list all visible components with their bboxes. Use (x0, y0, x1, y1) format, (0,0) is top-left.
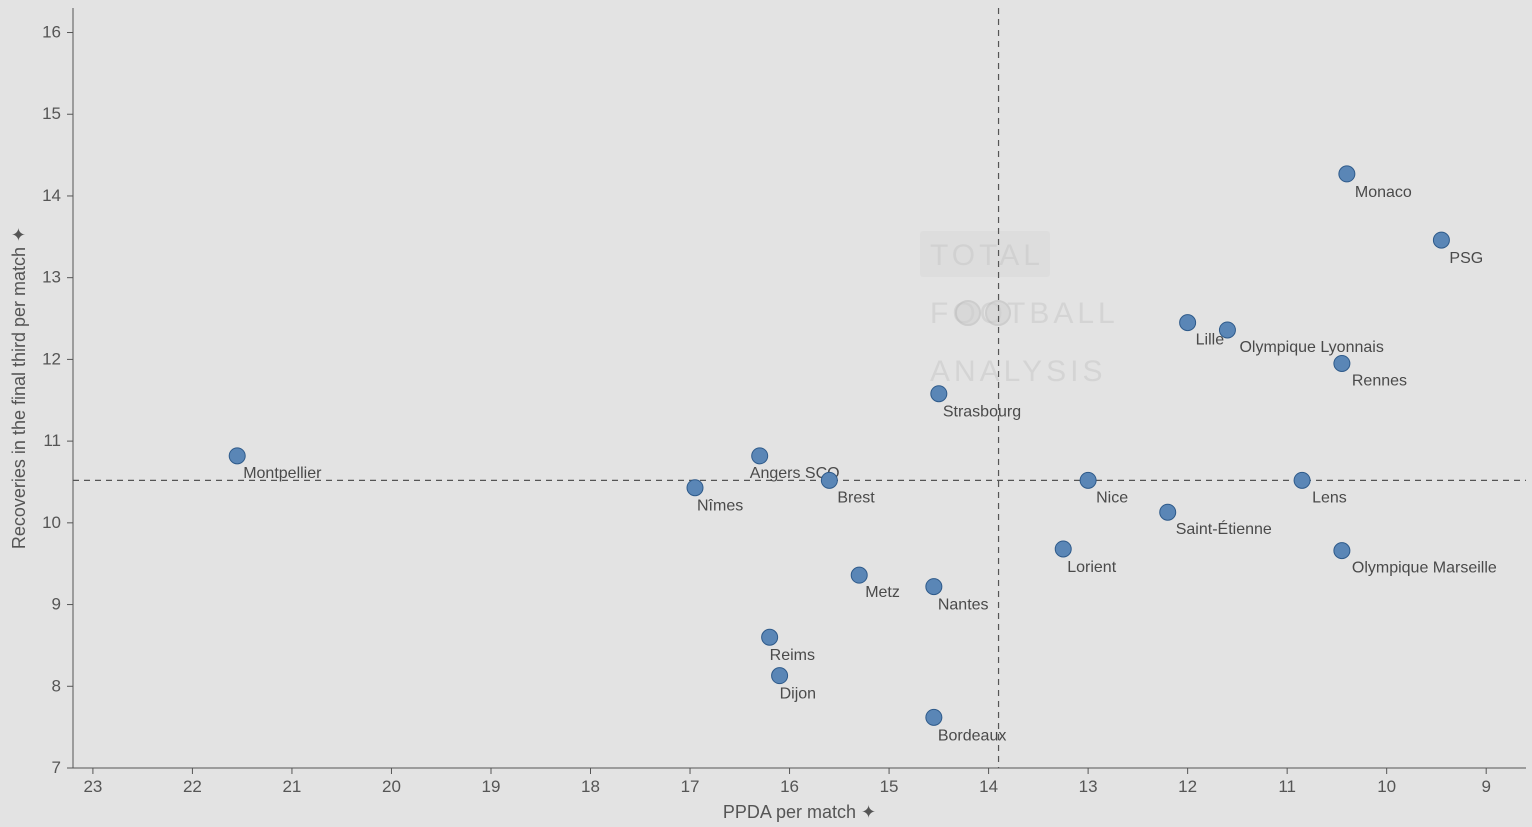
point-label: Nîmes (697, 498, 743, 515)
marker (851, 567, 867, 583)
point-label: Olympique Marseille (1352, 560, 1497, 577)
data-point: PSG (1433, 232, 1483, 267)
x-tick-label: 10 (1377, 777, 1396, 796)
x-tick-label: 14 (979, 777, 998, 796)
point-label: Nice (1096, 489, 1128, 506)
point-label: Dijon (780, 686, 816, 703)
data-point: Lorient (1055, 541, 1116, 576)
data-point: Brest (821, 472, 875, 506)
data-point: Nantes (926, 579, 989, 614)
y-tick-label: 15 (42, 104, 61, 123)
marker (229, 448, 245, 464)
point-label: Olympique Lyonnais (1239, 339, 1383, 356)
data-point: Monaco (1339, 166, 1412, 201)
data-point: Lens (1294, 472, 1347, 506)
data-point: Dijon (772, 668, 816, 703)
data-point: Strasbourg (931, 386, 1021, 421)
point-label: Nantes (938, 597, 989, 614)
point-label: Lille (1196, 332, 1225, 349)
watermark-line: ANALYSIS (930, 355, 1107, 388)
point-label: Lens (1312, 489, 1347, 506)
point-label: Metz (865, 584, 900, 601)
marker (1055, 541, 1071, 557)
data-point: Olympique Lyonnais (1219, 322, 1383, 356)
y-tick-label: 7 (52, 758, 61, 777)
data-point: Montpellier (229, 448, 322, 482)
marker (1160, 504, 1176, 520)
point-label: Strasbourg (943, 404, 1021, 421)
point-label: Brest (837, 489, 875, 506)
marker (772, 668, 788, 684)
marker (1219, 322, 1235, 338)
marker (752, 448, 768, 464)
marker (931, 386, 947, 402)
data-point: Lille (1180, 315, 1225, 349)
point-label: Monaco (1355, 184, 1412, 201)
data-point: Nîmes (687, 480, 743, 515)
data-point: Nice (1080, 472, 1128, 506)
x-tick-label: 13 (1079, 777, 1098, 796)
marker (1339, 166, 1355, 182)
y-tick-label: 10 (42, 513, 61, 532)
data-point: Bordeaux (926, 709, 1007, 744)
data-point: Saint-Étienne (1160, 504, 1272, 538)
x-tick-label: 17 (681, 777, 700, 796)
marker (1080, 472, 1096, 488)
point-label: Reims (770, 647, 815, 664)
x-tick-label: 23 (83, 777, 102, 796)
y-tick-label: 16 (42, 23, 61, 42)
x-tick-label: 15 (880, 777, 899, 796)
marker (1433, 232, 1449, 248)
marker (821, 472, 837, 488)
y-tick-label: 9 (52, 595, 61, 614)
y-tick-label: 14 (42, 186, 61, 205)
marker (1294, 472, 1310, 488)
x-tick-label: 9 (1481, 777, 1490, 796)
point-label: Lorient (1067, 559, 1116, 576)
x-tick-label: 21 (282, 777, 301, 796)
y-tick-label: 12 (42, 349, 61, 368)
data-point: Olympique Marseille (1334, 543, 1497, 577)
marker (687, 480, 703, 496)
data-point: Metz (851, 567, 900, 601)
marker (1334, 355, 1350, 371)
point-label: Bordeaux (938, 727, 1007, 744)
point-label: Rennes (1352, 372, 1407, 389)
data-point: Reims (762, 629, 815, 664)
y-tick-label: 8 (52, 676, 61, 695)
point-label: Montpellier (243, 465, 322, 482)
watermark: TOTALFOOTBALLANALYSIS (920, 231, 1119, 388)
y-axis-title: Recoveries in the final third per match … (9, 227, 29, 549)
x-axis-title: PPDA per match ✦ (723, 802, 876, 822)
marker (762, 629, 778, 645)
data-point: Rennes (1334, 355, 1407, 389)
x-tick-label: 20 (382, 777, 401, 796)
marker (1180, 315, 1196, 331)
x-tick-label: 12 (1178, 777, 1197, 796)
x-tick-label: 19 (482, 777, 501, 796)
watermark-line: TOTAL (930, 239, 1044, 272)
point-label: Saint-Étienne (1176, 519, 1272, 538)
marker (926, 579, 942, 595)
y-tick-label: 13 (42, 268, 61, 287)
marker (1334, 543, 1350, 559)
y-tick-label: 11 (43, 431, 61, 450)
point-label: PSG (1449, 250, 1483, 267)
x-tick-label: 11 (1278, 777, 1296, 796)
x-tick-label: 16 (780, 777, 799, 796)
x-tick-label: 22 (183, 777, 202, 796)
scatter-chart: TOTALFOOTBALLANALYSIS 23 22 21 20 19 18 17 16 15 1… (0, 0, 1532, 827)
x-tick-label: 18 (581, 777, 600, 796)
marker (926, 709, 942, 725)
